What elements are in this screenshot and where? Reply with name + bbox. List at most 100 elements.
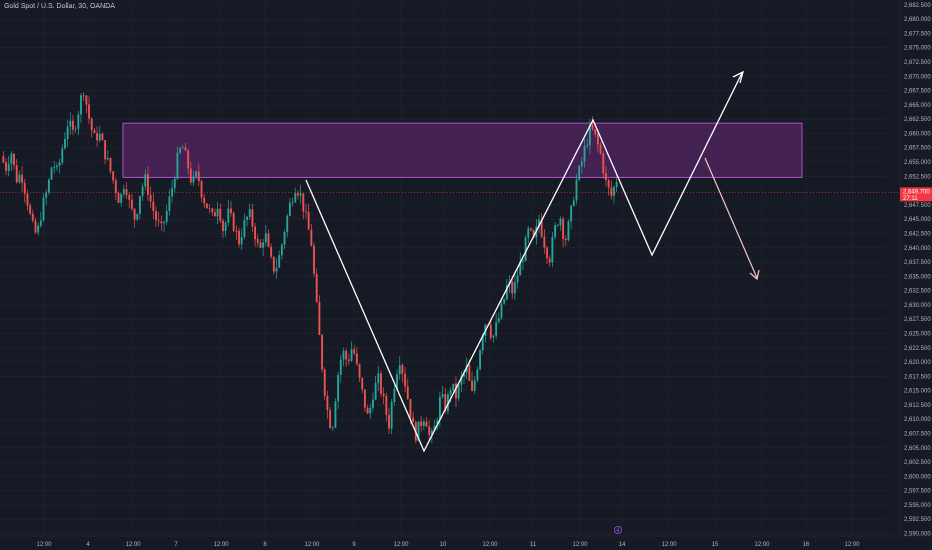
arrowhead-pink [749, 269, 760, 281]
candle [267, 229, 270, 248]
y-tick-label: 2,642.500 [904, 231, 931, 237]
y-tick-label: 2,647.500 [904, 203, 931, 209]
candle [213, 208, 216, 217]
candle [323, 367, 326, 401]
candle [176, 146, 179, 181]
candle [455, 376, 457, 408]
y-tick-label: 2,622.500 [904, 346, 931, 352]
candle [321, 333, 323, 373]
candle [232, 211, 235, 233]
candle [262, 238, 265, 257]
price-axis[interactable]: 2,682.500 2,680.000 2,677.500 2,675.000 2,67… [899, 0, 931, 538]
current-price-label: 2,649.700 [903, 189, 930, 195]
candle [420, 416, 423, 432]
y-tick-label: 2,670.000 [904, 74, 931, 80]
x-tick-label: 12:00 [304, 542, 320, 548]
price-tag-box [900, 187, 932, 202]
candle [117, 191, 120, 203]
candle [559, 216, 562, 231]
candle [251, 204, 254, 232]
candle [345, 348, 348, 367]
candle [334, 398, 337, 429]
candle [192, 170, 195, 187]
x-tick-label: 9 [352, 542, 356, 548]
y-tick-label: 2,612.500 [904, 403, 931, 409]
candle [248, 203, 251, 220]
candle [385, 392, 388, 422]
candle [452, 383, 455, 394]
candle [428, 420, 431, 442]
chart-title: Gold Spot / U.S. Dollar, 30, OANDA [4, 3, 115, 10]
candle [390, 398, 393, 435]
candle [31, 209, 34, 223]
candle [605, 165, 607, 187]
y-tick-label: 2,607.500 [904, 431, 931, 437]
candle [93, 127, 96, 134]
countdown-label: 27:11 [903, 196, 918, 202]
y-tick-label: 2,655.000 [904, 160, 931, 166]
lightning-icon[interactable] [614, 526, 623, 535]
y-tick-label: 2,590.000 [904, 532, 931, 538]
candle [382, 387, 385, 405]
y-tick-label: 2,657.500 [904, 146, 931, 152]
candle [147, 166, 149, 201]
candle [157, 212, 160, 227]
candle [347, 353, 350, 365]
y-tick-label: 2,675.000 [904, 46, 931, 52]
candle [264, 225, 267, 247]
candle [527, 225, 530, 244]
y-tick-label: 2,677.500 [904, 31, 931, 37]
candle [516, 267, 519, 289]
candle [98, 125, 101, 143]
candle [583, 138, 586, 168]
y-tick-label: 2,632.500 [904, 289, 931, 295]
time-axis[interactable]: 12:00 4 12:00 7 12:00 8 12:00 9 12:00 10 12:00 11 12… [0, 535, 932, 548]
candle [396, 369, 398, 392]
projection-white-line[interactable] [305, 72, 743, 453]
y-tick-label: 2,602.500 [904, 460, 931, 466]
candle [283, 229, 286, 250]
y-tick-label: 2,600.000 [904, 474, 931, 480]
y-tick-label: 2,595.000 [904, 503, 931, 509]
candle [136, 213, 139, 222]
candle [173, 175, 176, 193]
candle [339, 354, 342, 384]
candle [5, 158, 7, 176]
x-tick-label: 4 [86, 542, 90, 548]
candle [120, 193, 123, 207]
y-tick-label: 2,662.500 [904, 117, 931, 123]
y-tick-label: 2,592.500 [904, 517, 931, 523]
candle [305, 203, 307, 219]
candle [366, 404, 369, 414]
candle [548, 255, 551, 267]
candle [179, 146, 182, 155]
candle [363, 389, 366, 412]
candle [380, 370, 382, 398]
candle [315, 268, 318, 304]
zone-rect[interactable] [122, 122, 803, 178]
y-tick-label: 2,627.500 [904, 317, 931, 323]
candle [74, 125, 77, 133]
candle [564, 235, 567, 247]
candle [219, 203, 222, 224]
candle [72, 114, 74, 135]
candle [66, 119, 69, 147]
candle [562, 216, 565, 248]
y-tick-label: 2,625.000 [904, 331, 931, 337]
candle [39, 211, 42, 228]
candle [495, 313, 498, 340]
x-tick-label: 14 [619, 542, 626, 548]
candle [538, 214, 540, 233]
candle [53, 160, 56, 174]
y-tick-label: 2,640.000 [904, 246, 931, 252]
candle [160, 215, 163, 231]
candle [302, 193, 305, 220]
candle [476, 366, 479, 383]
candle [591, 116, 594, 131]
candle [554, 222, 556, 240]
projection-pink-line[interactable] [704, 157, 758, 279]
candle [497, 312, 500, 324]
candle [10, 151, 13, 172]
